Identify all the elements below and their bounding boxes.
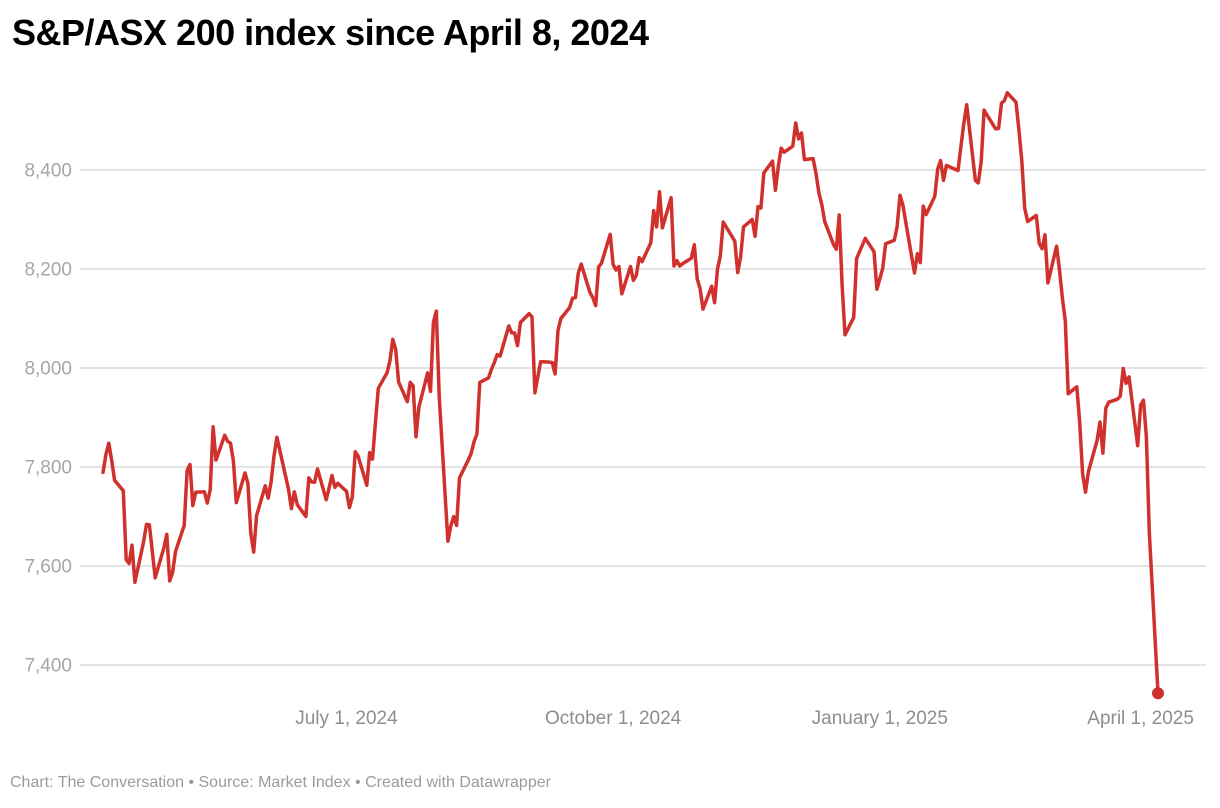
- x-tick-label: July 1, 2024: [295, 708, 398, 729]
- y-tick-label: 7,600: [24, 557, 72, 578]
- chart-attribution: Chart: The Conversation • Source: Market…: [10, 774, 551, 791]
- x-axis-labels: July 1, 2024 October 1, 2024 January 1, 20…: [295, 708, 1194, 729]
- y-tick-label: 8,400: [24, 161, 72, 182]
- y-axis-labels: 8,400 8,200 8,000 7,800 7,600 7,400: [24, 161, 72, 677]
- chart-title: S&P/ASX 200 index since April 8, 2024: [12, 12, 649, 53]
- series-line: [101, 91, 1160, 695]
- y-tick-label: 8,000: [24, 359, 72, 380]
- y-gridlines: [80, 169, 1206, 666]
- y-tick-label: 7,400: [24, 656, 72, 677]
- y-tick-label: 7,800: [24, 458, 72, 479]
- x-tick-label: April 1, 2025: [1087, 708, 1194, 729]
- series-end-dot: [1152, 687, 1164, 700]
- y-tick-label: 8,200: [24, 260, 72, 281]
- x-tick-label: October 1, 2024: [545, 708, 682, 729]
- x-tick-label: January 1, 2025: [812, 708, 948, 729]
